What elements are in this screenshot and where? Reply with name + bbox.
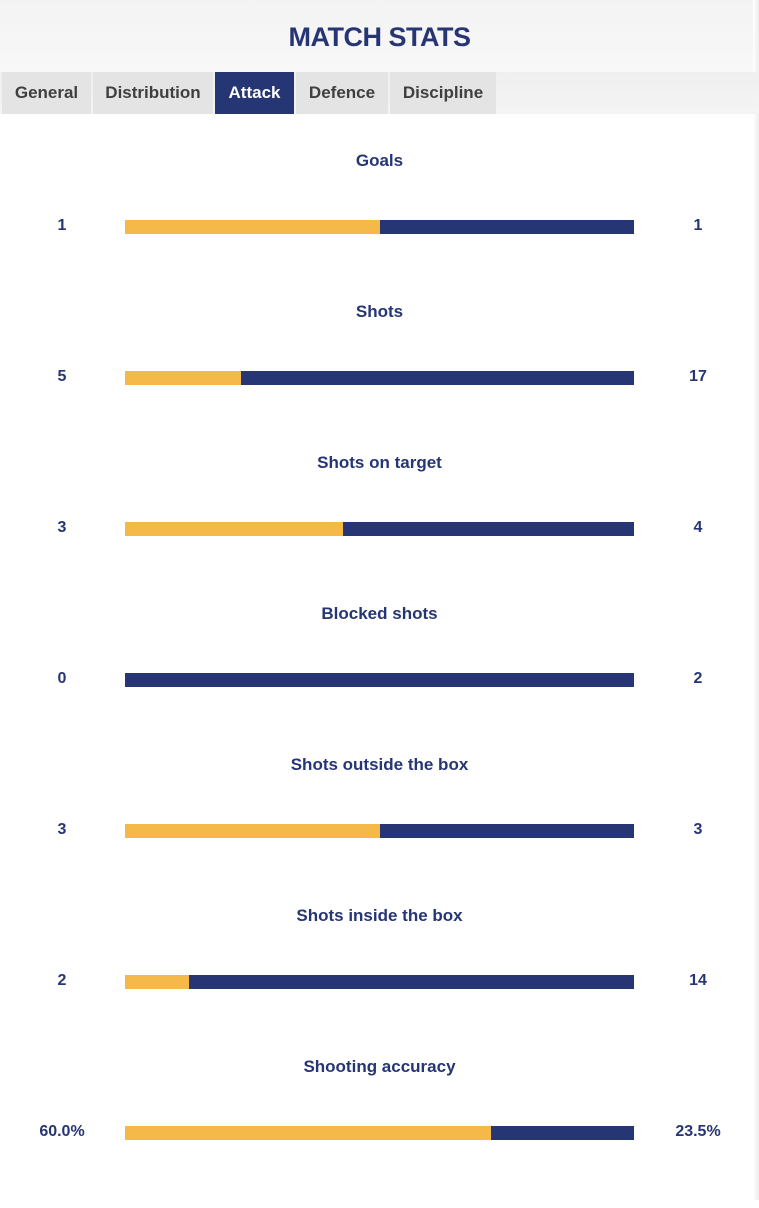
- comparison-bar: [125, 371, 634, 385]
- stat-shots-outside-box: Shots outside the box 3 3: [0, 755, 759, 906]
- tab-general[interactable]: General: [2, 72, 91, 114]
- tab-attack[interactable]: Attack: [215, 72, 294, 114]
- tab-discipline[interactable]: Discipline: [390, 72, 496, 114]
- stat-label: Shooting accuracy: [303, 1057, 456, 1076]
- away-value: 1: [693, 217, 703, 234]
- stat-label: Shots on target: [317, 453, 442, 472]
- stat-shots-inside-box: Shots inside the box 2 14: [0, 906, 759, 1057]
- stat-shooting-accuracy: Shooting accuracy 60.0% 23.5%: [0, 1057, 759, 1208]
- away-value: 2: [693, 670, 703, 687]
- page-title: MATCH STATS: [288, 21, 471, 52]
- stat-label: Shots inside the box: [296, 906, 463, 925]
- tab-distribution[interactable]: Distribution: [93, 72, 213, 114]
- away-value: 14: [689, 972, 707, 989]
- away-value: 3: [693, 821, 703, 838]
- comparison-bar: [125, 522, 634, 536]
- home-value: 1: [57, 217, 67, 234]
- home-value: 3: [57, 821, 67, 838]
- home-value: 0: [57, 670, 67, 687]
- home-bar-fill: [125, 975, 189, 989]
- home-bar-fill: [125, 371, 241, 385]
- comparison-bar: [125, 673, 634, 687]
- comparison-bar: [125, 975, 634, 989]
- tab-defence[interactable]: Defence: [296, 72, 388, 114]
- stat-blocked-shots: Blocked shots 0 2: [0, 604, 759, 755]
- away-value: 23.5%: [675, 1123, 721, 1140]
- stat-label: Shots: [355, 302, 404, 321]
- home-bar-fill: [125, 220, 380, 234]
- away-value: 4: [693, 519, 703, 536]
- home-bar-fill: [125, 824, 380, 838]
- home-bar-fill: [125, 522, 344, 536]
- stat-goals: Goals 1 1: [0, 151, 759, 302]
- stat-label: Shots outside the box: [290, 755, 469, 774]
- home-value: 60.0%: [39, 1123, 85, 1140]
- stat-shots-on-target: Shots on target 3 4: [0, 453, 759, 604]
- comparison-bar: [125, 220, 634, 234]
- home-value: 5: [57, 368, 67, 385]
- away-value: 17: [689, 368, 707, 385]
- home-value: 2: [57, 972, 67, 989]
- comparison-bar: [125, 824, 634, 838]
- home-value: 3: [57, 519, 67, 536]
- stat-shots: Shots 5 17: [0, 302, 759, 453]
- header: MATCH STATS: [0, 0, 759, 72]
- home-bar-fill: [125, 1126, 491, 1140]
- comparison-bar: [125, 1126, 634, 1140]
- stat-label: Blocked shots: [321, 604, 438, 623]
- stat-label: Goals: [355, 151, 404, 170]
- page-edge-shade: [753, 0, 759, 1200]
- tab-bar: General Distribution Attack Defence Disc…: [0, 72, 759, 114]
